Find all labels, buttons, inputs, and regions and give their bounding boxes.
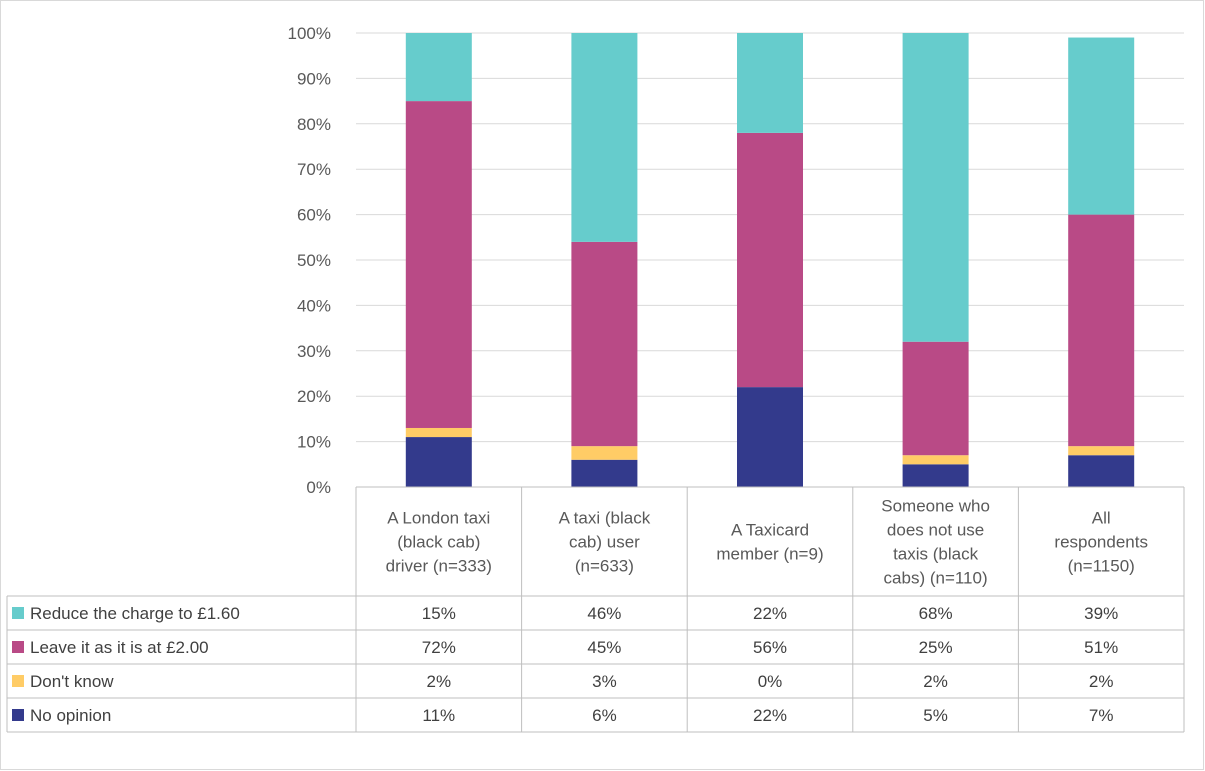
bar-segment xyxy=(405,101,472,428)
y-tick-label: 20% xyxy=(297,387,331,406)
data-label: 3% xyxy=(592,672,617,691)
data-label: 56% xyxy=(753,638,787,657)
bar-segment xyxy=(1068,214,1135,447)
series-name: Reduce the charge to £1.60 xyxy=(30,604,240,623)
category-label: driver (n=333) xyxy=(386,557,492,576)
data-label: 5% xyxy=(923,706,948,725)
y-tick-label: 70% xyxy=(297,160,331,179)
bar-segment xyxy=(902,464,969,487)
category-label: (n=1150) xyxy=(1068,557,1135,576)
y-tick-label: 50% xyxy=(297,251,331,270)
category-label: does not use xyxy=(887,521,984,540)
bar-segment xyxy=(571,446,638,460)
bar-segment xyxy=(902,33,969,342)
category-label: cab) user xyxy=(569,533,640,552)
category-label: (n=633) xyxy=(575,557,634,576)
data-label: 45% xyxy=(587,638,621,657)
legend-key xyxy=(12,641,24,653)
data-label: 46% xyxy=(587,604,621,623)
bar-segment xyxy=(1068,37,1135,215)
data-label: 22% xyxy=(753,604,787,623)
bar-segment xyxy=(405,427,472,438)
category-label: respondents xyxy=(1054,533,1148,552)
data-label: 0% xyxy=(758,672,783,691)
y-tick-label: 40% xyxy=(297,296,331,315)
bar-segment xyxy=(902,455,969,465)
series-name: Don't know xyxy=(30,672,114,691)
y-tick-label: 90% xyxy=(297,69,331,88)
y-tick-label: 80% xyxy=(297,115,331,134)
data-label: 72% xyxy=(422,638,456,657)
bar-segment xyxy=(571,459,638,487)
data-label: 68% xyxy=(919,604,953,623)
bar-segment xyxy=(1068,446,1135,456)
data-label: 11% xyxy=(422,706,455,725)
category-label: Someone who xyxy=(881,497,990,516)
bar-segment xyxy=(902,341,969,456)
data-label: 2% xyxy=(1089,672,1114,691)
bars xyxy=(405,33,1135,487)
data-label: 2% xyxy=(923,672,948,691)
category-label: cabs) (n=110) xyxy=(884,569,988,588)
data-label: 6% xyxy=(592,706,617,725)
bar-segment xyxy=(405,33,472,102)
bar-segment xyxy=(737,132,803,388)
category-label: (black cab) xyxy=(397,533,480,552)
y-tick-label: 10% xyxy=(297,433,331,452)
y-tick-label: 60% xyxy=(297,206,331,225)
category-label: taxis (black xyxy=(893,545,979,564)
data-label: 7% xyxy=(1089,706,1114,725)
legend-key xyxy=(12,675,24,687)
bar-segment xyxy=(737,33,803,133)
bar-segment xyxy=(405,437,472,487)
y-tick-label: 0% xyxy=(306,478,331,497)
data-label: 2% xyxy=(427,672,452,691)
bar-segment xyxy=(737,387,803,487)
data-label: 39% xyxy=(1084,604,1118,623)
legend-key xyxy=(12,709,24,721)
data-label: 25% xyxy=(919,638,953,657)
data-label: 15% xyxy=(422,604,456,623)
category-label: member (n=9) xyxy=(716,545,823,564)
legend-key xyxy=(12,607,24,619)
series-name: Leave it as it is at £2.00 xyxy=(30,638,209,657)
data-label: 22% xyxy=(753,706,787,725)
category-label: A taxi (black xyxy=(559,509,651,528)
data-table: A London taxi (black cab) driver (n=333) A … xyxy=(6,486,1185,733)
category-label: A London taxi xyxy=(387,509,490,528)
y-tick-label: 30% xyxy=(297,342,331,361)
y-tick-label: 100% xyxy=(288,24,331,43)
bar-segment xyxy=(571,241,638,447)
y-axis-ticks: 0% 10% 20% 30% 40% 50% 60% 70% 80% 90% 100% xyxy=(288,24,331,497)
bar-segment xyxy=(571,33,638,242)
series-name: No opinion xyxy=(30,706,111,725)
category-label: A Taxicard xyxy=(731,521,809,540)
category-label: All xyxy=(1092,509,1111,528)
bar-segment xyxy=(1068,455,1135,487)
data-label: 51% xyxy=(1084,638,1118,657)
